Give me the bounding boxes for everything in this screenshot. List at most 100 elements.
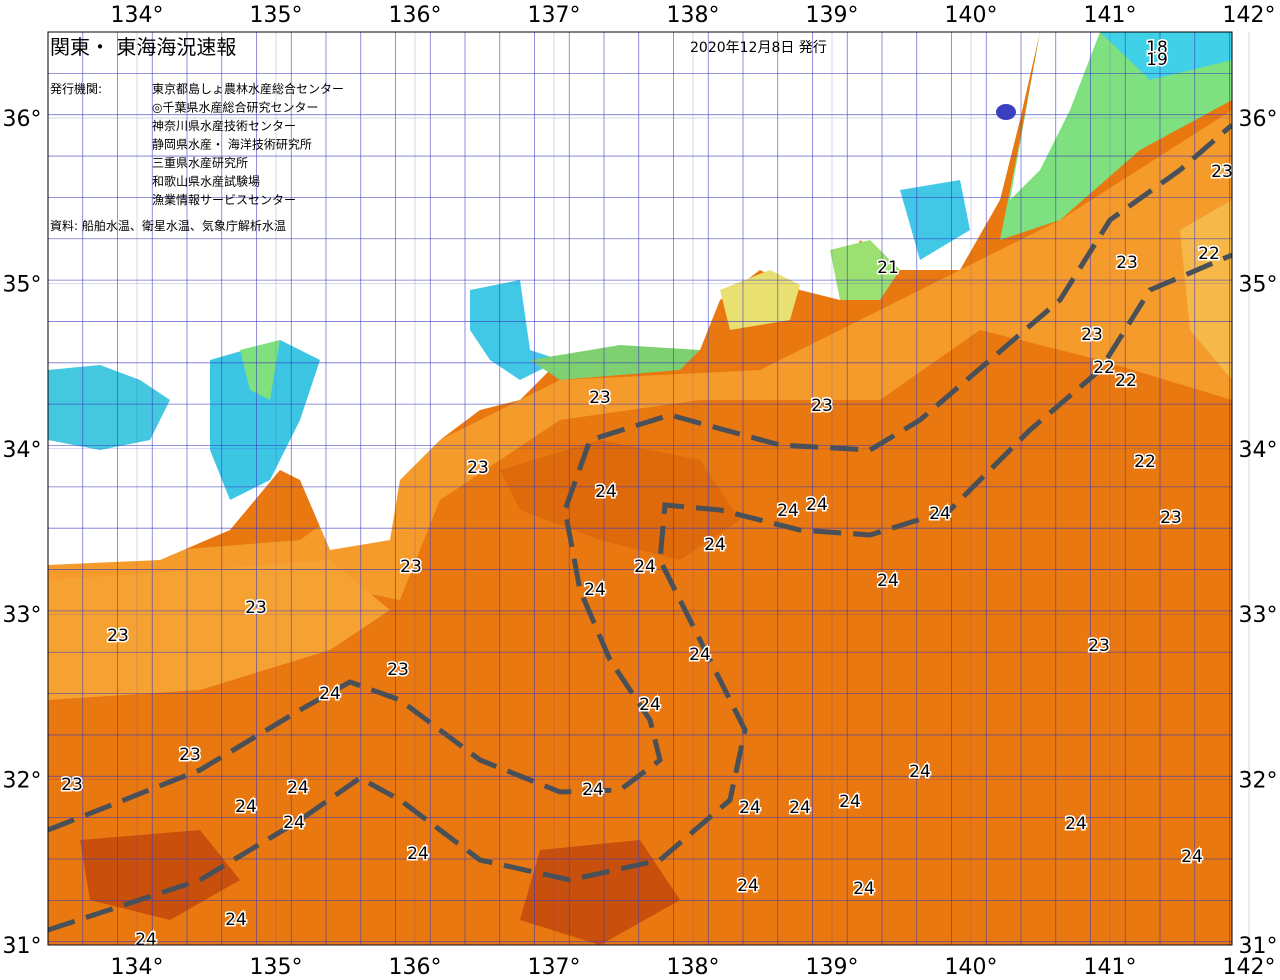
- lon-label: 136°: [389, 3, 442, 28]
- lon-label: 141°: [1084, 3, 1137, 28]
- isotherm-label: 23: [107, 626, 129, 646]
- lon-label: 138°: [667, 955, 720, 980]
- isotherm-label: 24: [909, 762, 931, 782]
- warm-core: [80, 830, 240, 920]
- coastal-water: [48, 560, 390, 700]
- lon-label: 137°: [528, 3, 581, 28]
- isotherm-label: 18: [1146, 38, 1168, 58]
- isotherm-label: 23: [589, 388, 611, 408]
- isotherm-label: 24: [689, 645, 711, 665]
- lon-label: 142°: [1223, 955, 1276, 980]
- isotherm-label: 24: [1181, 847, 1203, 867]
- isotherm-label: 23: [811, 396, 833, 416]
- lat-label: 34°: [1239, 438, 1278, 463]
- map-area: 23 23 24 24 24 24 23 23 23 23 24 24 24 23 23 24 24 24 24 24…: [48, 32, 1233, 950]
- isotherm-label: 24: [929, 504, 951, 524]
- isotherm-label: 23: [61, 775, 83, 795]
- isotherm-label: 24: [806, 495, 828, 515]
- lat-label: 36°: [3, 107, 42, 132]
- lon-label: 139°: [806, 3, 859, 28]
- cool-water: [1180, 200, 1232, 380]
- isotherm-label: 24: [737, 876, 759, 896]
- isotherm-label: 24: [135, 930, 157, 950]
- isotherm-label: 24: [789, 798, 811, 818]
- agencies-heading: 発行機関:: [50, 81, 102, 96]
- isotherm-label: 24: [582, 780, 604, 800]
- lon-label: 141°: [1084, 955, 1137, 980]
- lon-label: 142°: [1223, 3, 1276, 28]
- isotherm-label: 24: [877, 571, 899, 591]
- osaka-bay: [210, 340, 320, 500]
- isotherm-labels: 23 23 24 24 24 24 23 23 23 23 24 24 24 23 23 24 24 24 24 24…: [60, 37, 1233, 950]
- warm-water: [500, 440, 740, 560]
- isotherm-label: 24: [777, 501, 799, 521]
- lat-label: 32°: [3, 769, 42, 794]
- isotherm-label: 22: [1115, 371, 1137, 391]
- lat-label: 32°: [1239, 769, 1278, 794]
- isotherm-label: 19: [1146, 50, 1168, 70]
- isotherm-label: 24: [584, 580, 606, 600]
- lon-label: 138°: [667, 3, 720, 28]
- land: [1010, 32, 1100, 200]
- isotherm-label: 23: [400, 557, 422, 577]
- isotherm-label: 23: [179, 745, 201, 765]
- lat-label: 31°: [3, 934, 42, 959]
- isotherm-label: 24: [739, 798, 761, 818]
- axes: 134° 134° 135° 135° 136° 136° 137° 137° 138° 138°…: [3, 3, 1278, 980]
- lake: [996, 104, 1016, 120]
- isotherm-label: 24: [407, 844, 429, 864]
- inland-sea: [48, 365, 170, 450]
- isotherm-label: 24: [1065, 814, 1087, 834]
- isotherm-label: 23: [467, 458, 489, 478]
- cold-water: [1100, 32, 1232, 80]
- source: 資料: 船舶水温、衛星水温、気象庁解析水温: [50, 218, 286, 233]
- land: [48, 32, 1040, 565]
- isotherm-label: 23: [1081, 325, 1103, 345]
- grid: [48, 32, 1232, 945]
- lat-label: 35°: [3, 272, 42, 297]
- lon-label: 140°: [945, 3, 998, 28]
- isotherm-label: 23: [1088, 636, 1110, 656]
- agency: 三重県水産研究所: [152, 155, 248, 170]
- lon-label: 134°: [111, 955, 164, 980]
- lat-label: 35°: [1239, 272, 1278, 297]
- isotherm-label: 21: [877, 258, 899, 278]
- isotherm-label: 24: [595, 482, 617, 502]
- agency: ◎千葉県水産総合研究センター: [152, 100, 318, 115]
- suruga-water: [720, 270, 800, 330]
- isotherm-label: 23: [387, 660, 409, 680]
- bay-cool-water: [240, 340, 280, 400]
- isotherm-label: 24: [853, 879, 875, 899]
- isotherm-label: 24: [839, 792, 861, 812]
- title: 関東・ 東海海況速報: [50, 35, 236, 59]
- ise-bay: [470, 280, 560, 380]
- isotherm-label: 22: [1198, 244, 1220, 264]
- agency: 漁業情報サービスセンター: [152, 193, 296, 207]
- current-axis: [48, 123, 1232, 933]
- lon-label: 135°: [250, 955, 303, 980]
- isotherm-label: 22: [1134, 452, 1156, 472]
- isotherm-label: 24: [319, 684, 341, 704]
- isotherm-label: 24: [225, 910, 247, 930]
- isotherm-label: 24: [634, 557, 656, 577]
- agency: 東京都島しょ農林水産総合センター: [152, 81, 344, 96]
- warm-coastal-water: [48, 110, 1232, 620]
- lat-label: 36°: [1239, 107, 1278, 132]
- isotherm-label: 23: [1116, 253, 1138, 273]
- isotherm-label: 24: [235, 797, 257, 817]
- isotherm-label: 24: [639, 695, 661, 715]
- lat-label: 31°: [1239, 934, 1278, 959]
- isotherm-label: 23: [1211, 162, 1233, 182]
- frame: [47, 31, 1233, 946]
- isotherm-label: 23: [245, 598, 267, 618]
- lon-label: 137°: [528, 955, 581, 980]
- lon-label: 139°: [806, 955, 859, 980]
- isotherm-label: 24: [283, 813, 305, 833]
- lat-label: 33°: [3, 603, 42, 628]
- issued-date: 2020年12月8日 発行: [690, 40, 827, 56]
- lon-label: 134°: [111, 3, 164, 28]
- lon-label: 140°: [945, 955, 998, 980]
- isotherm-label: 24: [287, 778, 309, 798]
- agency: 神奈川県水産技術センター: [152, 118, 296, 133]
